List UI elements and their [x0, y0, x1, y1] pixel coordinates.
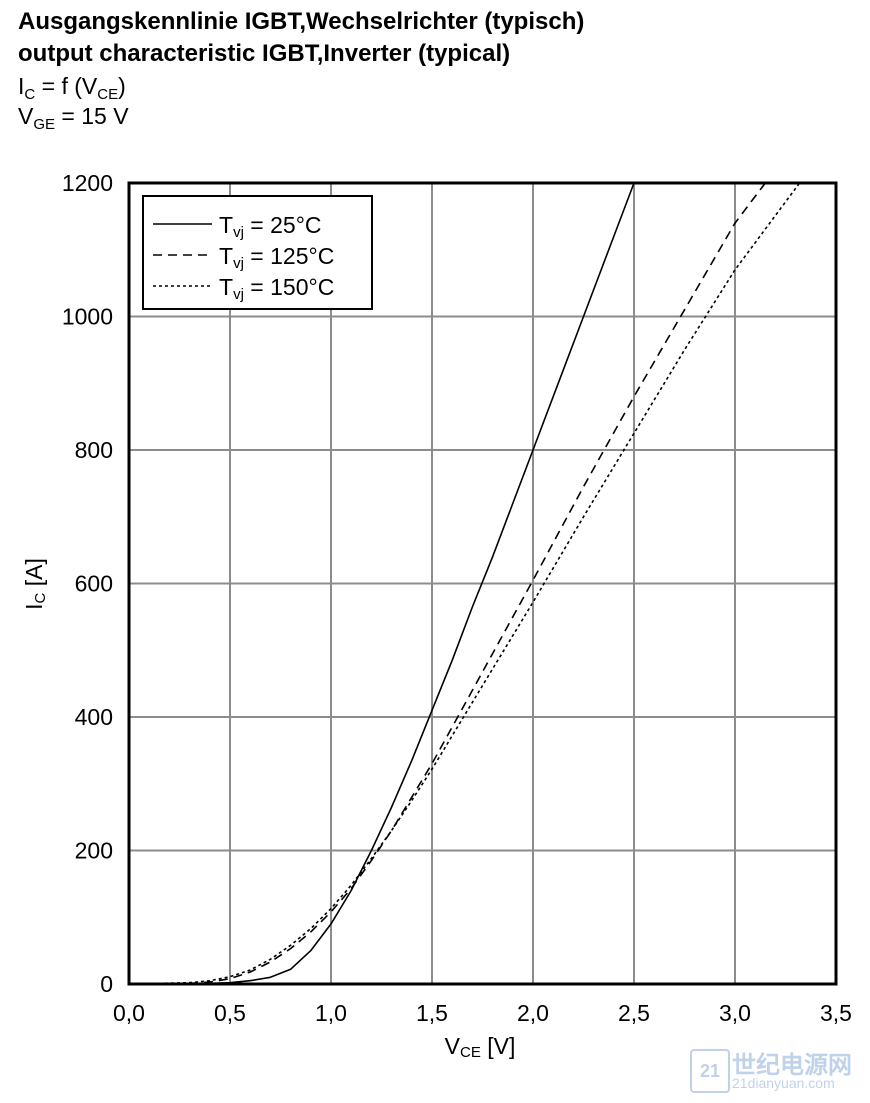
formula-mid: = f (V [35, 73, 98, 99]
y-tick-label-6: 1200 [62, 170, 113, 196]
tick-labels: 0,0 0,5 1,0 1,5 2,0 2,5 3,0 3,5 0 200 400 600 800 100… [62, 170, 852, 1026]
plot-frame [127, 181, 838, 986]
y-tick-label-3: 600 [75, 571, 113, 597]
formula-line: IC = f (VCE) [18, 73, 126, 103]
x-tick-label-5: 2,5 [618, 1000, 650, 1026]
x-axis-label-unit: [V] [481, 1033, 516, 1059]
y-tick-label-5: 1000 [62, 304, 113, 330]
formula-ic: I [18, 73, 25, 99]
watermark: 21 世纪电源网 21dianyuan.com [690, 1045, 865, 1095]
condition-vge: V [18, 103, 34, 129]
title-german: Ausgangskennlinie IGBT,Wechselrichter (t… [18, 8, 585, 35]
condition-vge-sub: GE [33, 116, 56, 133]
watermark-url: 21dianyuan.com [732, 1075, 835, 1091]
formula-ic-sub: C [24, 86, 36, 103]
x-tick-label-2: 1,0 [315, 1000, 347, 1026]
legend-label-150c: Tvj = 150°C [219, 274, 334, 303]
curve-group [128, 182, 801, 985]
y-axis-label: IC [A] [21, 558, 49, 610]
y-tick-label-1: 200 [75, 838, 113, 864]
x-tick-label-4: 2,0 [517, 1000, 549, 1026]
x-tick-label-7: 3,5 [820, 1000, 852, 1026]
y-axis-label-unit: [A] [21, 558, 47, 593]
watermark-brand: 世纪电源网 [732, 1052, 852, 1079]
y-axis-label-sub: C [32, 592, 49, 603]
legend-box [142, 195, 373, 310]
y-tick-label-0: 0 [100, 971, 113, 997]
y-tick-label-2: 400 [75, 704, 113, 730]
y-axis-label-main: I [21, 603, 47, 609]
watermark-logo: 21 [690, 1049, 730, 1093]
title-english: output characteristic IGBT,Inverter (typ… [18, 40, 511, 67]
x-tick-label-3: 1,5 [416, 1000, 448, 1026]
x-axis-label-sub: CE [460, 1044, 481, 1061]
curve-tvj-25c [128, 182, 635, 985]
legend-label-25c: Tvj = 25°C [219, 212, 322, 241]
legend-label-125c: Tvj = 125°C [219, 243, 334, 272]
x-tick-label-6: 3,0 [719, 1000, 751, 1026]
condition-value: = 15 V [55, 103, 129, 129]
x-axis-label: VCE [V] [445, 1033, 516, 1061]
x-axis-label-main: V [445, 1033, 461, 1059]
curve-tvj-125c [128, 182, 766, 985]
formula-vce-sub: CE [97, 86, 119, 103]
formula-end: ) [118, 73, 126, 99]
legend: Tvj = 25°C Tvj = 125°C Tvj = 150°C [142, 195, 373, 310]
x-tick-label-1: 0,5 [214, 1000, 246, 1026]
y-tick-label-4: 800 [75, 437, 113, 463]
condition-line: VGE = 15 V [18, 103, 129, 133]
x-tick-label-0: 0,0 [113, 1000, 145, 1026]
